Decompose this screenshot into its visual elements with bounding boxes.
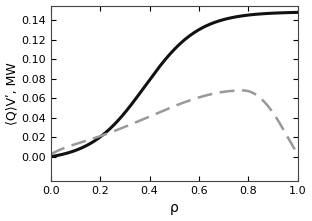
Y-axis label: ⟨Q⟩Vʹ, MW: ⟨Q⟩Vʹ, MW <box>6 62 18 125</box>
X-axis label: ρ: ρ <box>170 202 179 215</box>
